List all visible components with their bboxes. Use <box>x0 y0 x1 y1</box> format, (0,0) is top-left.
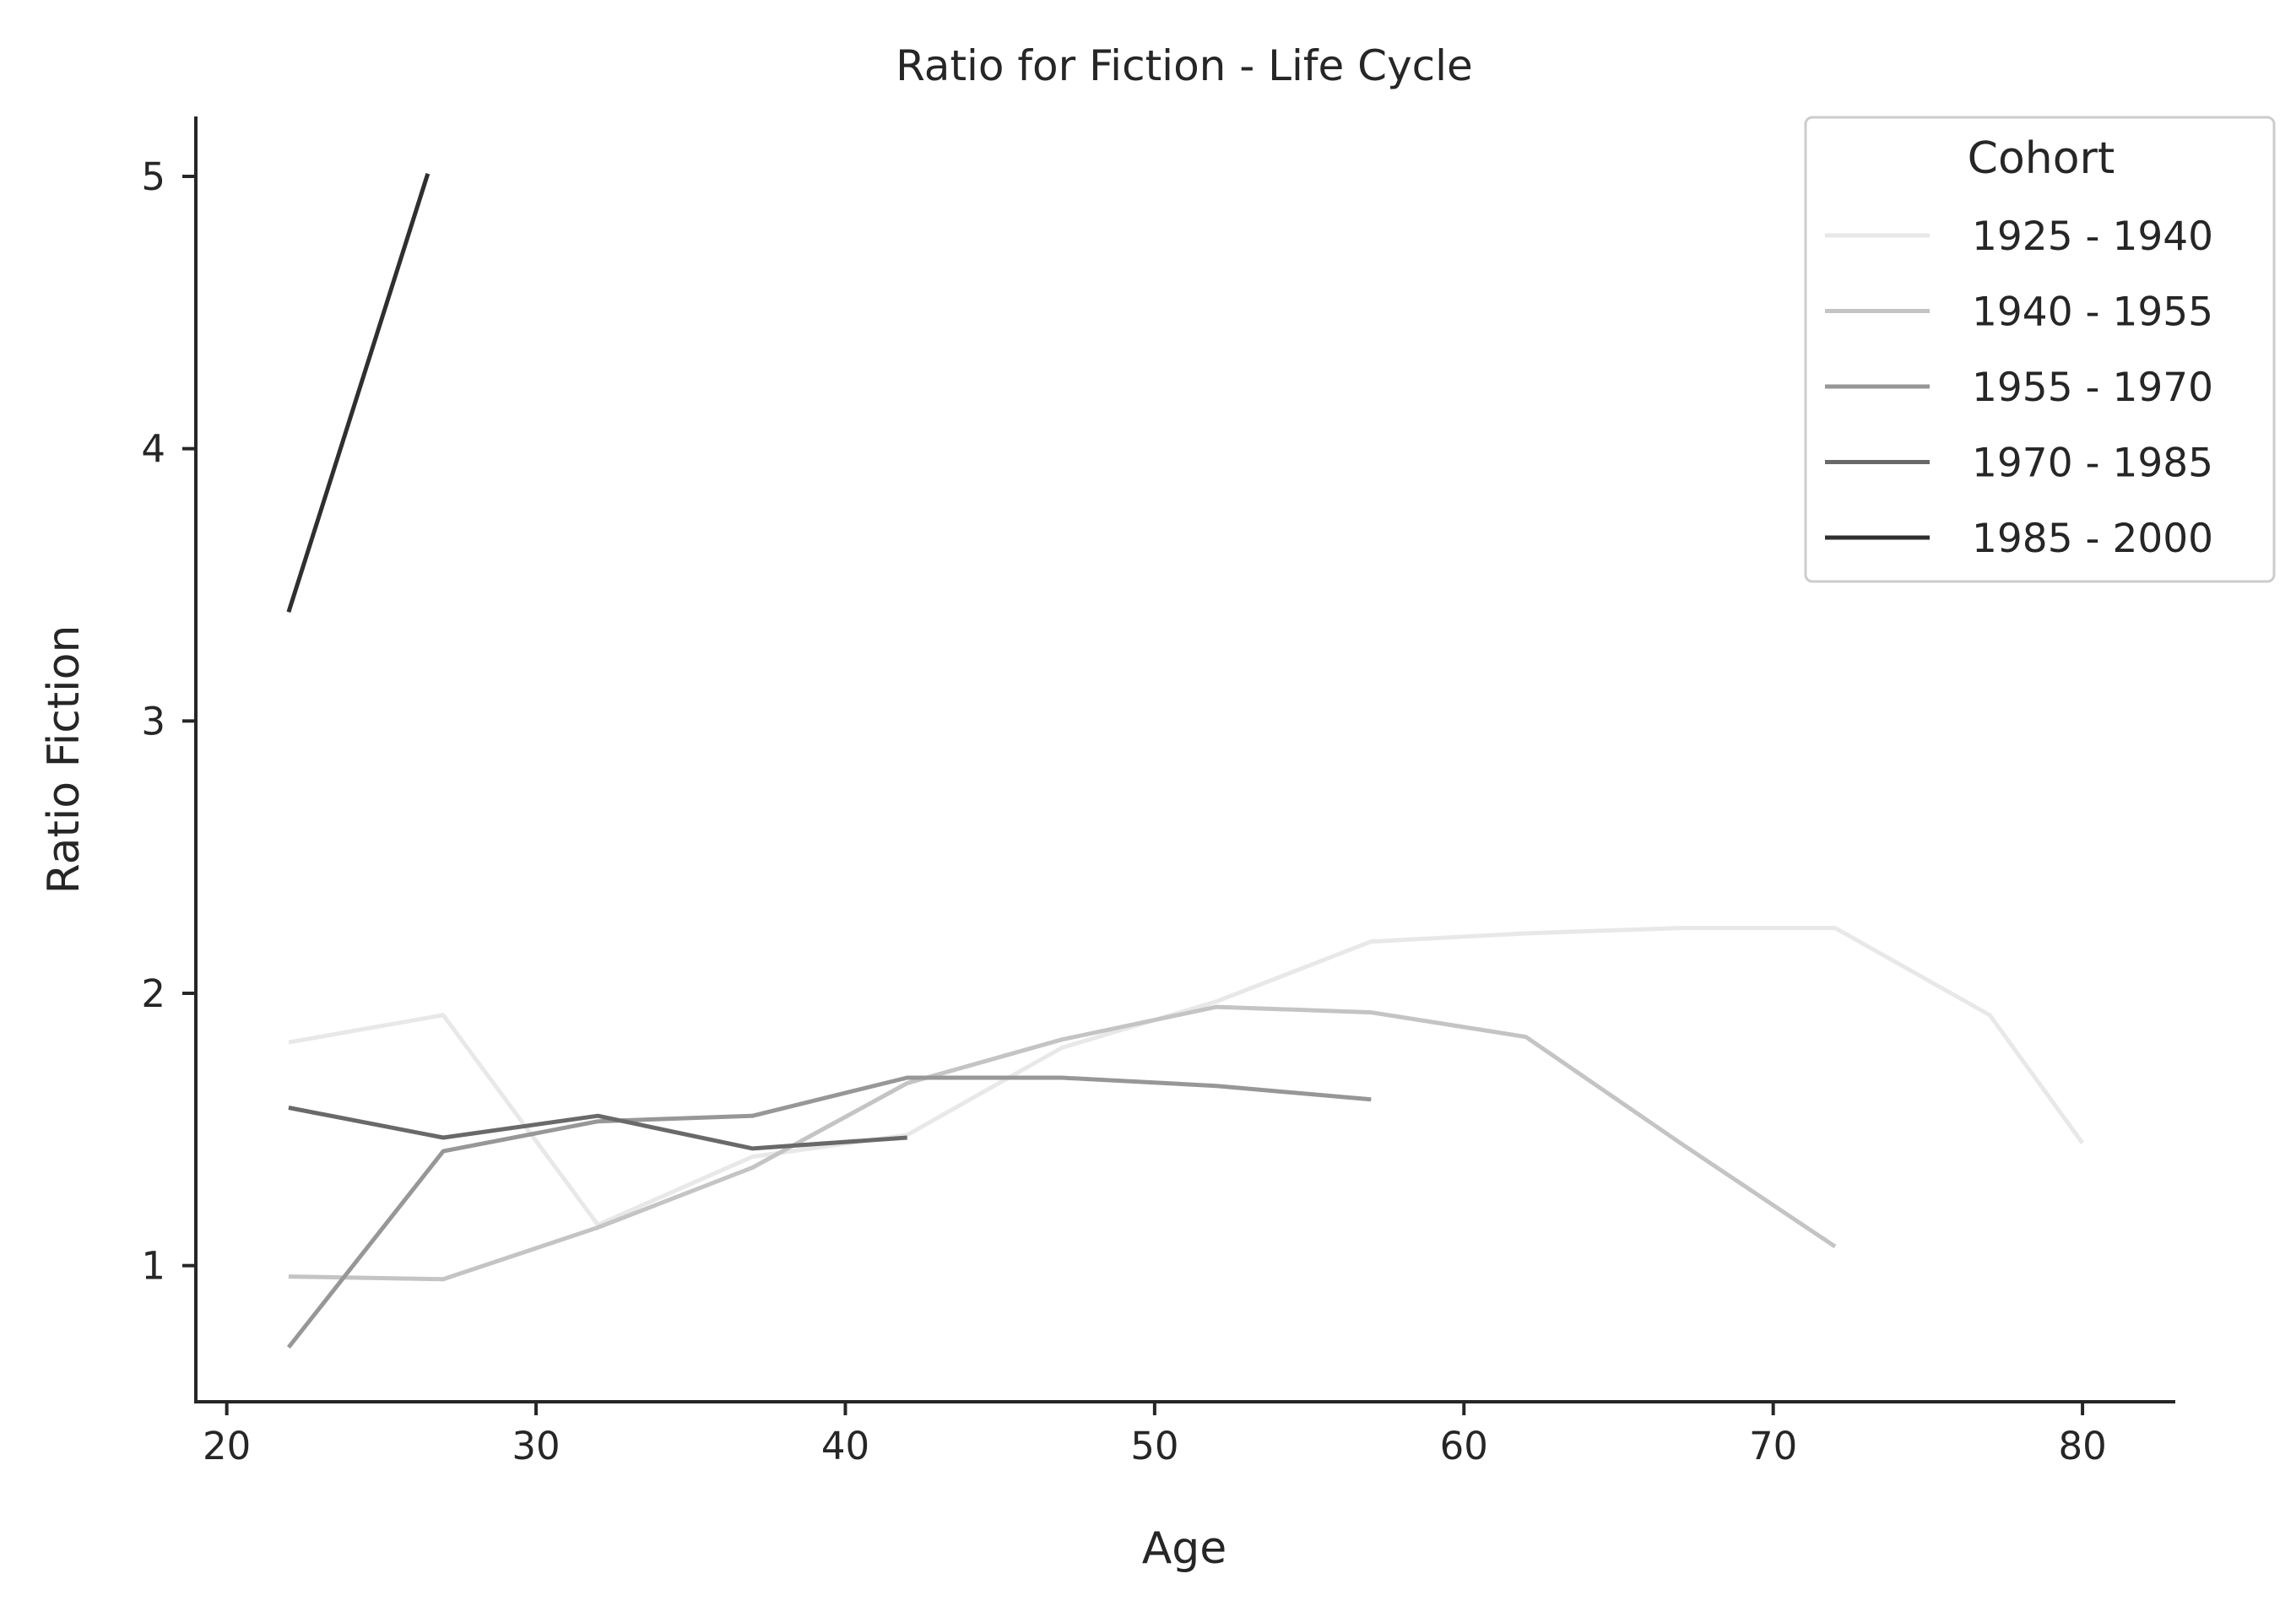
legend-box <box>1804 116 2276 583</box>
y-tick-label: 1 <box>141 1244 165 1289</box>
series-layer <box>286 173 2085 1349</box>
legend-label: 1925 - 1940 <box>1972 214 2213 260</box>
x-tick-label: 40 <box>821 1424 869 1468</box>
series-line-2 <box>288 1004 1837 1282</box>
legend: Cohort 1925 - 1940 1940 - 1955 1955 - 1970… <box>1804 116 2276 583</box>
legend-label: 1985 - 2000 <box>1972 516 2213 562</box>
y-tick-label: 5 <box>141 154 165 199</box>
legend-label: 1940 - 1955 <box>1972 289 2213 336</box>
x-axis-label: Age <box>1142 1523 1227 1574</box>
series-line-5 <box>286 173 430 614</box>
legend-title: Cohort <box>1968 133 2115 184</box>
x-tick-label: 30 <box>512 1424 560 1468</box>
y-axis-label: Ratio Fiction <box>39 625 89 895</box>
x-tick-label: 70 <box>1749 1424 1797 1468</box>
series-line-1 <box>288 926 2085 1227</box>
x-tick-label: 20 <box>203 1424 251 1468</box>
y-tick-label: 2 <box>141 971 165 1016</box>
chart-title: Ratio for Fiction - Life Cycle <box>896 41 1473 90</box>
legend-label: 1970 - 1985 <box>1972 441 2213 487</box>
x-tick-label: 80 <box>2058 1424 2106 1468</box>
ticks: 20 30 40 50 60 70 80 1 2 3 4 5 <box>141 154 2106 1468</box>
x-tick-label: 50 <box>1130 1424 1178 1468</box>
y-tick-label: 4 <box>141 427 165 472</box>
y-tick-label: 3 <box>141 699 165 744</box>
axes <box>194 116 2175 1403</box>
series-line-4 <box>288 1106 907 1151</box>
legend-label: 1955 - 1970 <box>1972 365 2213 411</box>
series-line-3 <box>286 1075 1372 1349</box>
x-tick-label: 60 <box>1440 1424 1488 1468</box>
legend-entries: 1925 - 1940 1940 - 1955 1955 - 1970 1970 - … <box>1825 214 2213 562</box>
